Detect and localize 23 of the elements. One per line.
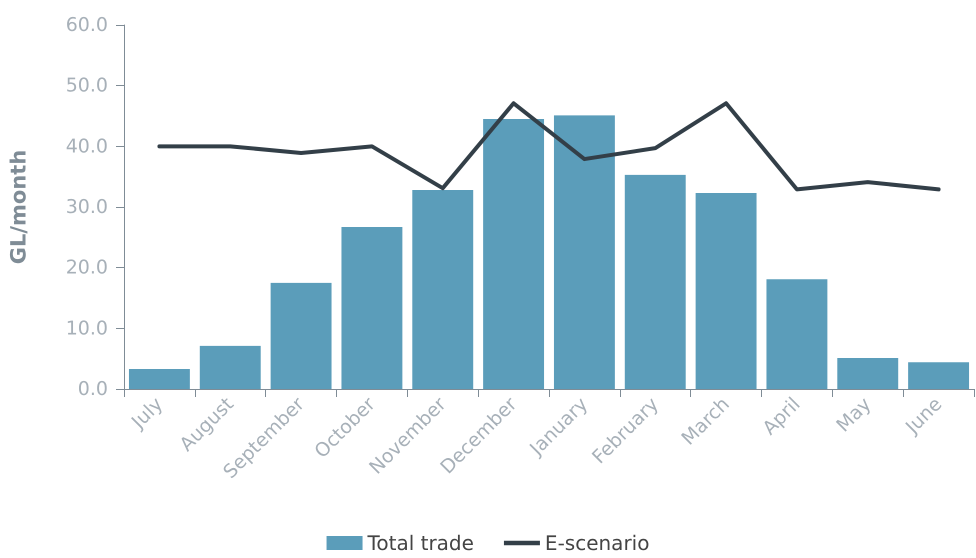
y-axis-title: GL/month xyxy=(6,150,30,264)
bar xyxy=(483,119,544,389)
bar xyxy=(270,282,332,389)
bar xyxy=(200,346,261,389)
y-tick-label: 20.0 xyxy=(66,256,108,279)
y-tick-label: 0.0 xyxy=(78,378,108,400)
bar xyxy=(341,227,402,389)
bar xyxy=(837,358,898,389)
bar xyxy=(908,362,970,389)
legend-label: Total trade xyxy=(366,531,474,555)
bar xyxy=(412,190,474,389)
line-series xyxy=(157,101,941,192)
legend-label: E-scenario xyxy=(544,531,650,555)
y-tick-label: 50.0 xyxy=(66,74,108,97)
bar xyxy=(128,368,190,389)
bar xyxy=(766,279,828,389)
bar xyxy=(554,115,615,389)
y-tick-label: 60.0 xyxy=(66,14,108,36)
y-tick-label: 40.0 xyxy=(66,135,108,158)
y-tick-label: 30.0 xyxy=(66,196,108,218)
bar xyxy=(696,193,757,389)
bar xyxy=(624,174,686,389)
y-tick-label: 10.0 xyxy=(66,317,108,340)
